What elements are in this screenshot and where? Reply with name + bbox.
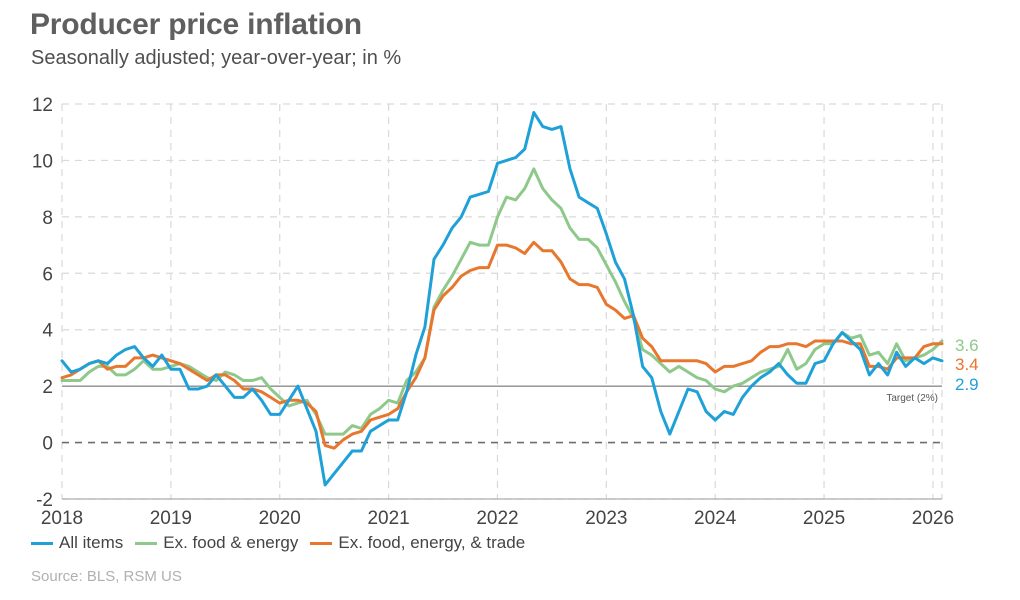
axis-labels-layer: -2 0 2 4 6 8 10 12 2018 2019 2020 2021 2022 2023 2024 2… xyxy=(32,95,954,529)
reference-lines-layer: Target (2%) xyxy=(62,385,942,444)
series-layer xyxy=(60,111,944,487)
legend-label-all-items: All items xyxy=(59,533,124,552)
end-label-ex-food-energy-trade: 3.4 xyxy=(955,355,979,374)
page-title: Producer price inflation xyxy=(30,8,362,41)
x-tick-label: 2021 xyxy=(367,508,409,529)
legend-label-ex-food-energy: Ex. food & energy xyxy=(163,533,299,552)
legend-swatch-ex-food-energy xyxy=(135,541,158,545)
series-line-ex-food-energy xyxy=(60,167,944,436)
end-label-ex-food-energy: 3.6 xyxy=(955,336,979,355)
y-tick-label: 6 xyxy=(42,264,53,285)
x-tick-label: 2025 xyxy=(803,508,845,529)
target-label: Target (2%) xyxy=(886,393,938,404)
x-tick-label: 2019 xyxy=(150,508,192,529)
y-tick-label: 2 xyxy=(42,377,53,398)
series-line-all-items xyxy=(60,111,944,487)
source-note: Source: BLS, RSM US xyxy=(31,568,182,585)
x-tick-label: 2023 xyxy=(585,508,627,529)
x-tick-label: 2018 xyxy=(41,508,83,529)
x-tick-label: 2020 xyxy=(259,508,301,529)
x-tick-label: 2024 xyxy=(694,508,737,529)
end-labels-layer: 2.9 3.63.4 xyxy=(955,336,979,394)
series-line-ex-food-energy-trade xyxy=(60,240,944,450)
y-tick-label: 0 xyxy=(42,434,53,455)
y-tick-label: -2 xyxy=(36,490,53,511)
legend-swatch-ex-food-energy-trade xyxy=(310,541,333,545)
legend-swatch-all-items xyxy=(31,541,53,545)
end-label-all-items: 2.9 xyxy=(955,375,979,394)
legend-label-ex-food-energy-trade: Ex. food, energy, & trade xyxy=(338,533,526,552)
line-chart: Target (2%) -2 0 2 4 6 8 10 12 2018 2019 2020 2021 2… xyxy=(32,95,979,529)
y-tick-label: 8 xyxy=(42,208,53,229)
legend: All items Ex. food & energy Ex. food, en… xyxy=(31,532,537,554)
page-subtitle: Seasonally adjusted; year-over-year; in … xyxy=(31,47,402,69)
x-tick-label: 2022 xyxy=(476,508,518,529)
legend-item-all-items: All items xyxy=(31,533,123,553)
grid-layer xyxy=(61,103,943,500)
legend-item-ex-food-energy: Ex. food & energy xyxy=(135,533,298,553)
x-tick-label: 2026 xyxy=(912,508,954,529)
y-tick-label: 4 xyxy=(42,321,53,342)
legend-item-ex-food-energy-trade: Ex. food, energy, & trade xyxy=(310,533,525,553)
y-tick-label: 12 xyxy=(32,95,53,116)
y-tick-label: 10 xyxy=(32,151,53,172)
